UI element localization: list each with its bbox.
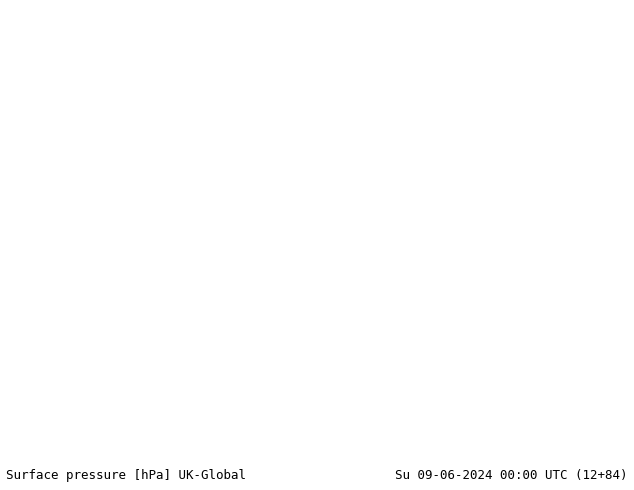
Text: Surface pressure [hPa] UK-Global: Surface pressure [hPa] UK-Global xyxy=(6,469,247,482)
Text: Su 09-06-2024 00:00 UTC (12+84): Su 09-06-2024 00:00 UTC (12+84) xyxy=(395,469,628,482)
